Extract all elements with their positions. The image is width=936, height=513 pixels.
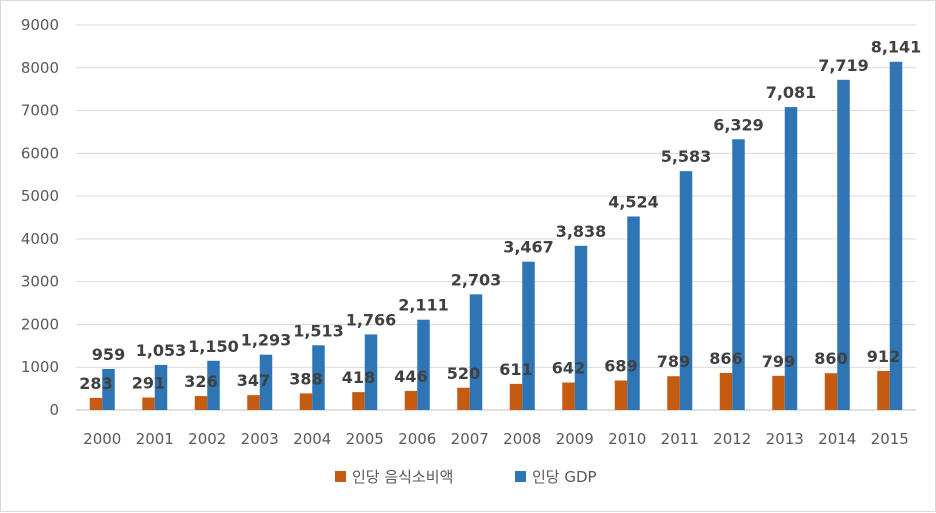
x-tick-label: 2006 bbox=[398, 430, 436, 448]
gdp-data-label: 2,703 bbox=[451, 270, 502, 289]
gdp-bar bbox=[102, 368, 115, 410]
gdp-bar bbox=[679, 171, 693, 410]
x-tick-label: 2011 bbox=[661, 430, 699, 448]
gdp-bar bbox=[732, 139, 745, 410]
x-tick-label: 2013 bbox=[766, 430, 804, 448]
x-tick-label: 2007 bbox=[451, 430, 489, 448]
y-tick-label: 9000 bbox=[21, 16, 59, 34]
y-tick-label: 7000 bbox=[21, 102, 59, 120]
y-tick-label: 8000 bbox=[21, 59, 59, 77]
food-spending-bar bbox=[667, 376, 680, 410]
x-tick-label: 2000 bbox=[83, 430, 121, 448]
gdp-bar bbox=[207, 360, 220, 410]
gdp-data-label: 4,524 bbox=[608, 192, 659, 211]
y-tick-label: 5000 bbox=[21, 187, 59, 205]
food-spending-bar bbox=[877, 370, 890, 410]
gdp-data-label: 1,150 bbox=[188, 337, 239, 356]
food-spending-data-label: 347 bbox=[237, 371, 270, 390]
gdp-data-label: 1,766 bbox=[346, 310, 397, 329]
food-spending-bar bbox=[719, 372, 733, 410]
food-spending-bar bbox=[247, 395, 260, 410]
gdp-bar bbox=[312, 345, 325, 410]
food-spending-data-label: 291 bbox=[132, 374, 165, 393]
y-tick-label: 6000 bbox=[21, 144, 59, 162]
food-spending-data-label: 866 bbox=[709, 349, 742, 368]
legend-label: 인당 GDP bbox=[532, 468, 597, 486]
gdp-bar bbox=[469, 294, 483, 410]
gdp-data-label: 6,329 bbox=[713, 115, 764, 134]
gdp-bar bbox=[364, 334, 378, 410]
legend-label: 인당 음식소비액 bbox=[352, 468, 453, 486]
x-tick-label: 2012 bbox=[713, 430, 751, 448]
x-tick-label: 2015 bbox=[871, 430, 909, 448]
gdp-data-label: 1,293 bbox=[241, 331, 292, 350]
y-tick-label: 4000 bbox=[21, 230, 59, 248]
food-spending-bar bbox=[89, 397, 103, 410]
gdp-bar bbox=[627, 216, 640, 410]
gdp-data-label: 3,838 bbox=[556, 222, 607, 241]
food-spending-data-label: 912 bbox=[867, 347, 900, 366]
food-spending-data-label: 520 bbox=[447, 364, 480, 383]
gdp-data-label: 7,081 bbox=[766, 83, 817, 102]
food-spending-bar bbox=[509, 383, 523, 410]
gdp-bar bbox=[154, 364, 168, 410]
food-spending-data-label: 388 bbox=[289, 369, 322, 388]
gdp-data-label: 5,583 bbox=[661, 147, 712, 166]
food-spending-data-label: 611 bbox=[499, 360, 532, 379]
food-spending-bar bbox=[299, 393, 313, 410]
legend-swatch bbox=[515, 471, 526, 482]
food-spending-bar bbox=[614, 380, 628, 410]
legend-swatch bbox=[335, 471, 346, 482]
food-spending-bar bbox=[142, 397, 155, 410]
food-spending-bar bbox=[404, 390, 418, 410]
y-tick-label: 3000 bbox=[21, 273, 59, 291]
gdp-data-label: 7,719 bbox=[818, 56, 869, 75]
x-tick-label: 2014 bbox=[818, 430, 856, 448]
x-tick-label: 2003 bbox=[241, 430, 279, 448]
gdp-data-label: 8,141 bbox=[871, 38, 922, 57]
y-tick-label: 2000 bbox=[21, 315, 59, 333]
x-tick-label: 2001 bbox=[136, 430, 174, 448]
food-spending-bar bbox=[352, 392, 365, 410]
food-spending-bar bbox=[824, 373, 838, 410]
gdp-bar bbox=[574, 245, 588, 410]
food-spending-data-label: 642 bbox=[552, 359, 585, 378]
food-spending-data-label: 418 bbox=[342, 368, 375, 387]
food-spending-bar bbox=[772, 375, 785, 410]
food-spending-data-label: 799 bbox=[762, 352, 795, 371]
gdp-data-label: 1,513 bbox=[293, 321, 344, 340]
food-spending-data-label: 446 bbox=[394, 367, 427, 386]
y-tick-label: 1000 bbox=[21, 358, 59, 376]
food-spending-data-label: 689 bbox=[604, 357, 637, 376]
gdp-data-label: 959 bbox=[92, 345, 125, 364]
x-tick-label: 2004 bbox=[293, 430, 331, 448]
food-spending-data-label: 860 bbox=[814, 349, 847, 368]
gdp-bar bbox=[259, 354, 273, 410]
food-spending-data-label: 326 bbox=[184, 372, 217, 391]
food-spending-bar bbox=[194, 396, 208, 410]
x-tick-label: 2009 bbox=[556, 430, 594, 448]
food-spending-bar bbox=[562, 382, 575, 410]
gdp-data-label: 2,111 bbox=[398, 296, 449, 315]
gdp-data-label: 1,053 bbox=[136, 341, 187, 360]
gdp-bar bbox=[889, 61, 903, 410]
x-tick-label: 2010 bbox=[608, 430, 646, 448]
x-tick-label: 2008 bbox=[503, 430, 541, 448]
gdp-bar bbox=[837, 79, 850, 410]
gdp-bar bbox=[522, 261, 535, 410]
food-spending-data-label: 283 bbox=[79, 374, 112, 393]
food-spending-bar bbox=[457, 387, 470, 410]
x-tick-label: 2005 bbox=[346, 430, 384, 448]
y-tick-label: 0 bbox=[49, 401, 59, 419]
food-spending-data-label: 789 bbox=[657, 352, 690, 371]
gdp-bar bbox=[417, 319, 430, 410]
gdp-bar bbox=[784, 107, 798, 411]
x-tick-label: 2002 bbox=[188, 430, 226, 448]
gdp-data-label: 3,467 bbox=[503, 238, 554, 257]
